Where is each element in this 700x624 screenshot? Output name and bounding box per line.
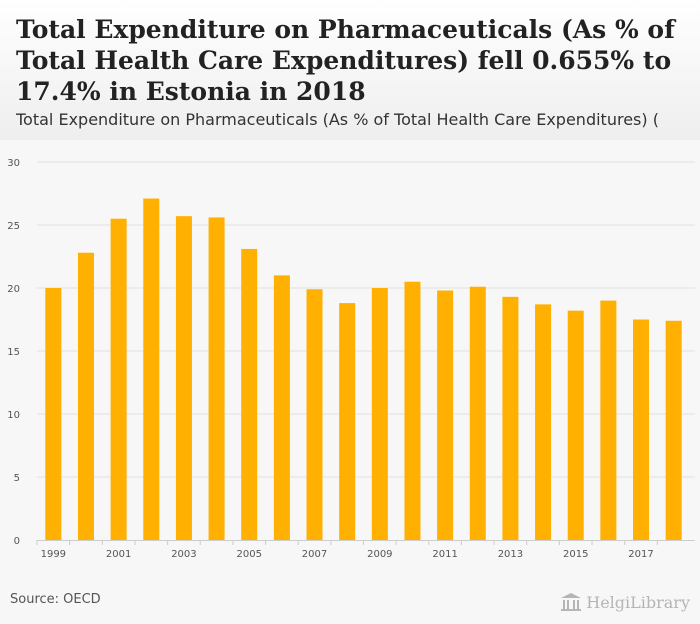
y-tick-label: 15	[7, 347, 20, 358]
x-tick-label: 2009	[367, 549, 392, 560]
x-tick-label: 2015	[563, 549, 588, 560]
y-tick-label: 0	[14, 536, 20, 547]
chart-footer: Source: OECD HelgiLibrary	[0, 584, 700, 624]
bar-1999	[45, 288, 62, 540]
x-tick-label: 2003	[171, 549, 196, 560]
x-tick-label: 2017	[628, 549, 653, 560]
bar-2006	[273, 275, 290, 540]
bar-2010	[404, 281, 421, 540]
x-tick-label: 2005	[236, 549, 261, 560]
bar-2007	[306, 289, 323, 540]
bar-2009	[371, 288, 388, 540]
y-tick-label: 20	[7, 284, 20, 295]
source-note: Source: OECD	[10, 592, 101, 607]
bar-2014	[535, 304, 552, 540]
logo-text: HelgiLibrary	[586, 592, 690, 612]
y-tick-label: 25	[7, 221, 20, 232]
x-tick-label: 2007	[302, 549, 327, 560]
x-tick-label: 2011	[432, 549, 457, 560]
library-building-icon	[561, 593, 582, 611]
y-tick-label: 30	[7, 158, 20, 169]
bar-2004	[208, 217, 225, 540]
x-tick-label: 2013	[498, 549, 523, 560]
bar-2011	[437, 290, 454, 540]
bar-2015	[567, 310, 584, 540]
bar-2012	[469, 286, 486, 540]
bar-2008	[339, 303, 356, 540]
chart-headline: Total Expenditure on Pharmaceuticals (As…	[16, 15, 675, 106]
bar-2003	[175, 216, 192, 540]
bar-2000	[77, 252, 94, 540]
chart-header: Total Expenditure on Pharmaceuticals (As…	[0, 0, 700, 140]
bar-2013	[502, 296, 519, 540]
bar-2002	[143, 198, 160, 541]
chart-subtitle: Total Expenditure on Pharmaceuticals (As…	[16, 110, 659, 129]
bar-chart: 0 5 10 15 20 25 30 1999 2001 2003 2005 2007 2009 2011…	[7, 158, 695, 560]
x-tick-label: 1999	[41, 549, 66, 560]
helgilibrary-logo[interactable]: HelgiLibrary	[560, 590, 690, 614]
bar-2017	[633, 319, 650, 540]
bar-2018	[665, 320, 682, 540]
bar-2001	[110, 218, 127, 540]
y-tick-label: 10	[7, 410, 20, 421]
x-tick-label: 2001	[106, 549, 131, 560]
bar-2005	[241, 248, 258, 540]
bar-2016	[600, 300, 617, 540]
y-tick-label: 5	[14, 473, 20, 484]
